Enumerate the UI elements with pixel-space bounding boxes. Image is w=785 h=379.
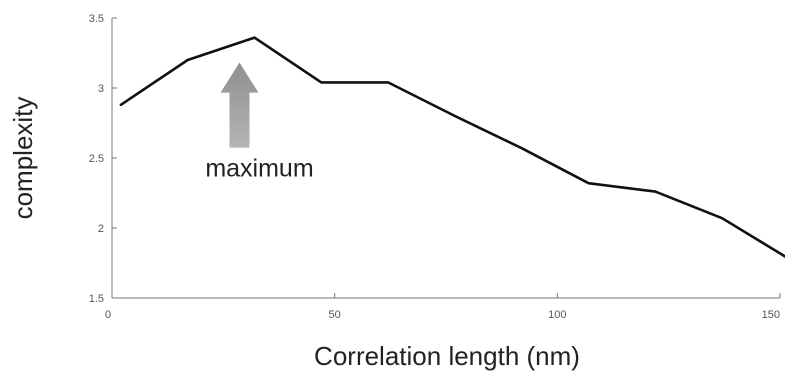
- x-tick-label: 50: [329, 309, 341, 321]
- y-tick-label: 3: [98, 83, 104, 95]
- y-axis-title: complexity: [8, 97, 38, 220]
- y-tick-label: 1.5: [89, 293, 104, 305]
- x-tick-label: 100: [548, 309, 566, 321]
- maximum-annotation: maximum: [205, 62, 314, 183]
- x-axis-title: Correlation length (nm): [314, 341, 580, 371]
- y-axis-ticks: 1.5 2 2.5 3 3.5: [89, 13, 117, 305]
- x-axis-ticks: 0 50 100 150: [105, 293, 781, 321]
- y-tick-label: 3.5: [89, 13, 104, 25]
- series-line: [119, 36, 785, 258]
- up-arrow-icon: [220, 62, 259, 148]
- x-tick-label: 0: [105, 309, 111, 321]
- series-layer: [119, 36, 785, 258]
- y-tick-label: 2: [98, 223, 104, 235]
- x-tick-label: 150: [762, 309, 780, 321]
- y-tick-label: 2.5: [89, 153, 104, 165]
- annotation-label: maximum: [205, 155, 313, 183]
